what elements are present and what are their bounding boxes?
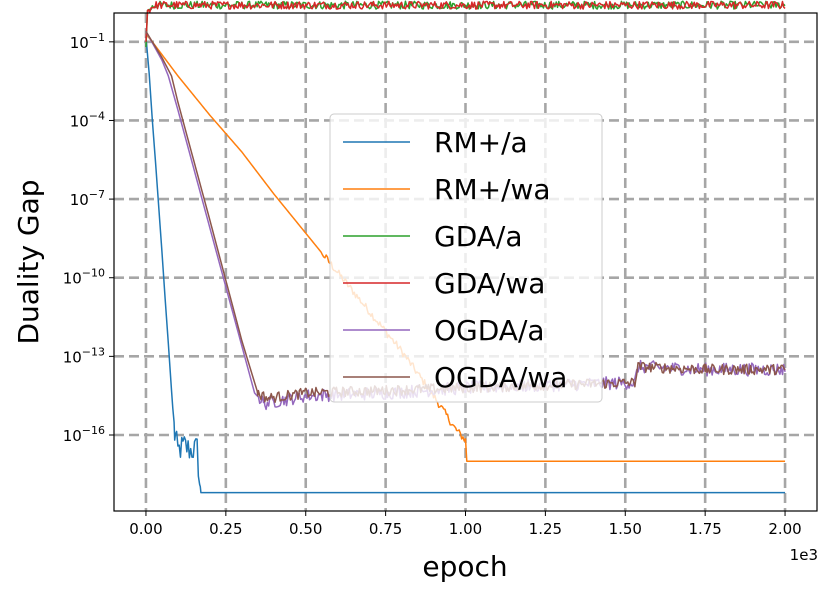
- legend: RM+/a RM+/wa GDA/a GDA/wa OGDA/a OGDA/wa: [329, 113, 603, 403]
- legend-label: OGDA/wa: [434, 361, 567, 394]
- series-line-rm-a: [145, 36, 786, 494]
- y-tick-label: 10−10: [63, 267, 105, 288]
- y-tick-label: 10−1: [70, 31, 105, 52]
- y-tick-label: 10−13: [63, 345, 105, 366]
- x-tick-label: 0.25: [209, 520, 242, 538]
- x-tick-label: 1.00: [449, 520, 482, 538]
- legend-label: OGDA/a: [434, 314, 545, 347]
- legend-label: RM+/a: [434, 126, 528, 159]
- x-tick-label: 1.50: [609, 520, 642, 538]
- y-tick-label: 10−4: [70, 109, 105, 130]
- x-axis-offset-label: 1e3: [790, 546, 818, 564]
- series-line-rm-wa: [145, 33, 786, 462]
- series-line-gda-wa: [145, 0, 786, 42]
- x-tick-label: 0.50: [289, 520, 322, 538]
- y-axis-ticks: 10−1 10−4 10−7 10−10 10−13 10−16: [63, 31, 114, 445]
- x-axis-ticks: 0.00 0.25 0.50 0.75 1.00 1.25 1.50 1.75 2.00: [129, 511, 802, 538]
- y-tick-label: 10−7: [70, 188, 105, 209]
- y-axis-title: Duality Gap: [12, 179, 45, 344]
- x-axis-title: epoch: [422, 550, 507, 583]
- x-tick-label: 1.25: [529, 520, 562, 538]
- y-tick-label: 10−16: [63, 424, 105, 445]
- x-tick-label: 2.00: [768, 520, 801, 538]
- legend-label: GDA/wa: [434, 267, 545, 300]
- x-tick-label: 0.75: [369, 520, 402, 538]
- legend-label: GDA/a: [434, 220, 523, 253]
- x-tick-label: 1.75: [688, 520, 721, 538]
- legend-label: RM+/wa: [434, 173, 551, 206]
- x-tick-label: 0.00: [129, 520, 162, 538]
